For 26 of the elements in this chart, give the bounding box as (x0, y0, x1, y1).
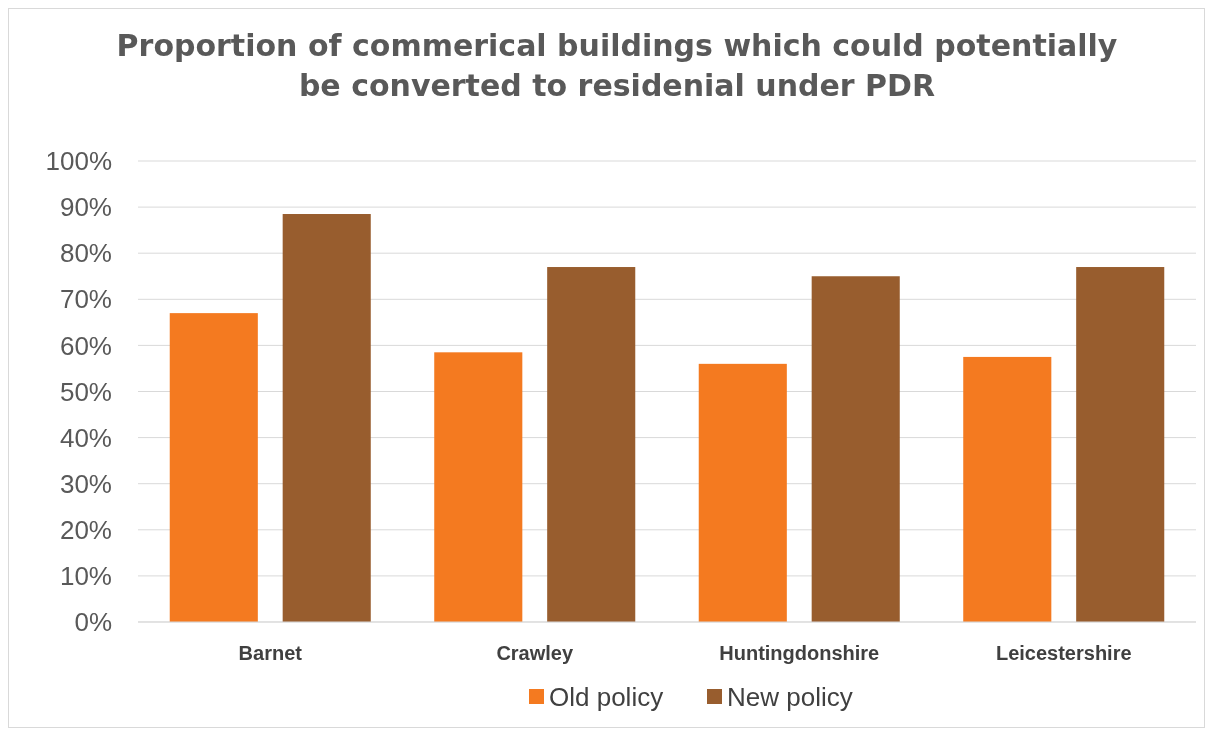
bar (811, 276, 900, 622)
y-tick-label: 90% (59, 192, 112, 223)
bar (282, 214, 371, 622)
bar (434, 352, 523, 622)
legend-label: Old policy (549, 682, 664, 712)
y-tick-label: 70% (59, 284, 112, 315)
y-tick-label: 10% (59, 561, 112, 591)
bar (169, 313, 258, 622)
x-tick-label: Leicestershire (995, 642, 1132, 664)
x-tick-label: Barnet (238, 642, 303, 664)
y-tick-label: 30% (59, 468, 112, 499)
y-tick-label: 100% (45, 146, 112, 177)
y-tick-label: 0% (74, 607, 112, 638)
legend-label: New policy (727, 682, 853, 712)
y-tick-label: 50% (59, 376, 112, 407)
y-tick-label: 40% (59, 422, 112, 453)
bar (963, 356, 1052, 622)
y-tick-label: 20% (59, 514, 112, 545)
bar (1076, 267, 1165, 622)
x-tick-label: Huntingdonshire (719, 642, 880, 664)
y-tick-label: 80% (59, 238, 112, 269)
y-tick-label: 60% (59, 330, 112, 361)
bar (547, 267, 636, 622)
chart-title: Proportion of commerical buildings which could potentially be converted to residenial under PDR (116, 28, 1118, 103)
bar (698, 363, 787, 622)
x-tick-label: Crawley (496, 642, 574, 664)
